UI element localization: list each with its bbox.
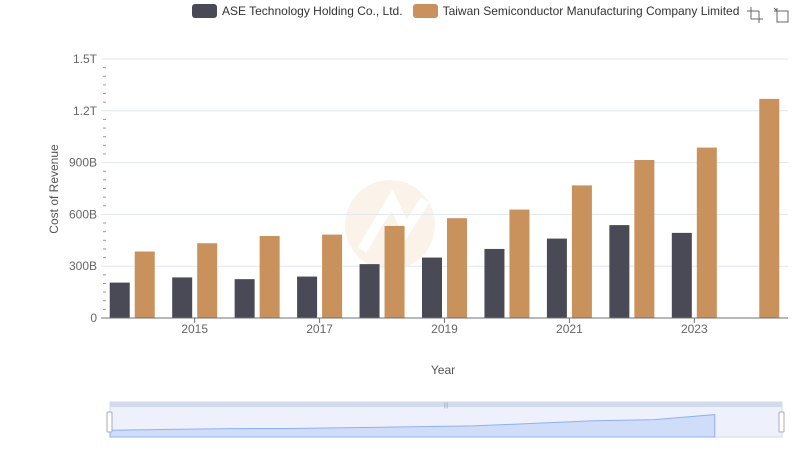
bar-tsmc-2022 (634, 160, 655, 318)
bar-tsmc-2024 (759, 98, 780, 318)
x-tick-label: 2023 (681, 322, 708, 336)
watermark-logo (345, 180, 435, 270)
bar-tsmc-2017 (322, 234, 343, 318)
bar-ase-2021 (546, 238, 567, 318)
y-tick-label: 300B (69, 259, 97, 273)
bar-ase-2015 (172, 277, 193, 318)
y-tick-labels: 0 300B 600B 900B 1.2T 1.5T (69, 52, 98, 325)
x-tick-label: 2021 (556, 322, 583, 336)
bar-tsmc-2018 (384, 225, 405, 318)
legend: ASE Technology Holding Co., Ltd. Taiwan … (192, 4, 739, 18)
legend-item-tsmc[interactable]: Taiwan Semiconductor Manufacturing Compa… (412, 4, 740, 18)
data-zoom-preview (109, 414, 716, 438)
y-tick-label: 1.5T (73, 52, 98, 66)
legend-swatch-ase (192, 4, 217, 18)
bar-ase-2018 (359, 264, 380, 318)
x-axis-title: Year (431, 363, 455, 377)
legend-label-ase: ASE Technology Holding Co., Ltd. (222, 4, 403, 18)
bar-tsmc-2015 (197, 243, 218, 318)
data-zoom-handle-right[interactable] (778, 411, 785, 433)
data-zoom-slider[interactable]: ||| (106, 401, 785, 438)
x-tick-label: 2017 (306, 322, 333, 336)
bar-tsmc-2020 (509, 209, 530, 318)
legend-label-tsmc: Taiwan Semiconductor Manufacturing Compa… (442, 4, 740, 18)
zoom-select-icon[interactable] (747, 7, 763, 23)
bar-ase-2022 (609, 225, 630, 318)
y-tick-label: 0 (90, 311, 97, 325)
bars (109, 98, 780, 318)
x-tick-labels: 2015 2017 2019 2021 2023 (181, 318, 708, 336)
bar-ase-2014 (109, 282, 130, 318)
bar-ase-2019 (422, 257, 442, 318)
bar-tsmc-2016 (259, 235, 280, 318)
x-tick-label: 2015 (181, 322, 208, 336)
data-zoom-grip-icon[interactable]: ||| (444, 403, 449, 409)
x-tick-label: 2019 (431, 322, 458, 336)
bar-tsmc-2019 (447, 218, 467, 318)
bar-ase-2017 (297, 276, 318, 318)
data-zoom-handle-left[interactable] (106, 411, 113, 433)
bar-tsmc-2023 (696, 147, 717, 318)
y-minor-ticks (103, 67, 106, 310)
bar-ase-2020 (484, 248, 505, 318)
zoom-reset-icon[interactable] (773, 7, 789, 23)
data-zoom-top-bar[interactable] (110, 402, 782, 407)
y-tick-label: 900B (69, 156, 97, 170)
y-tick-label: 1.2T (73, 104, 98, 118)
bar-ase-2016 (234, 279, 255, 318)
bar-tsmc-2014 (134, 251, 155, 318)
legend-item-ase[interactable]: ASE Technology Holding Co., Ltd. (192, 4, 403, 18)
legend-swatch-tsmc (412, 4, 438, 18)
y-axis-title: Cost of Revenue (47, 144, 61, 234)
bar-ase-2023 (671, 232, 692, 318)
bar-tsmc-2021 (571, 185, 592, 318)
y-tick-label: 600B (69, 207, 97, 221)
